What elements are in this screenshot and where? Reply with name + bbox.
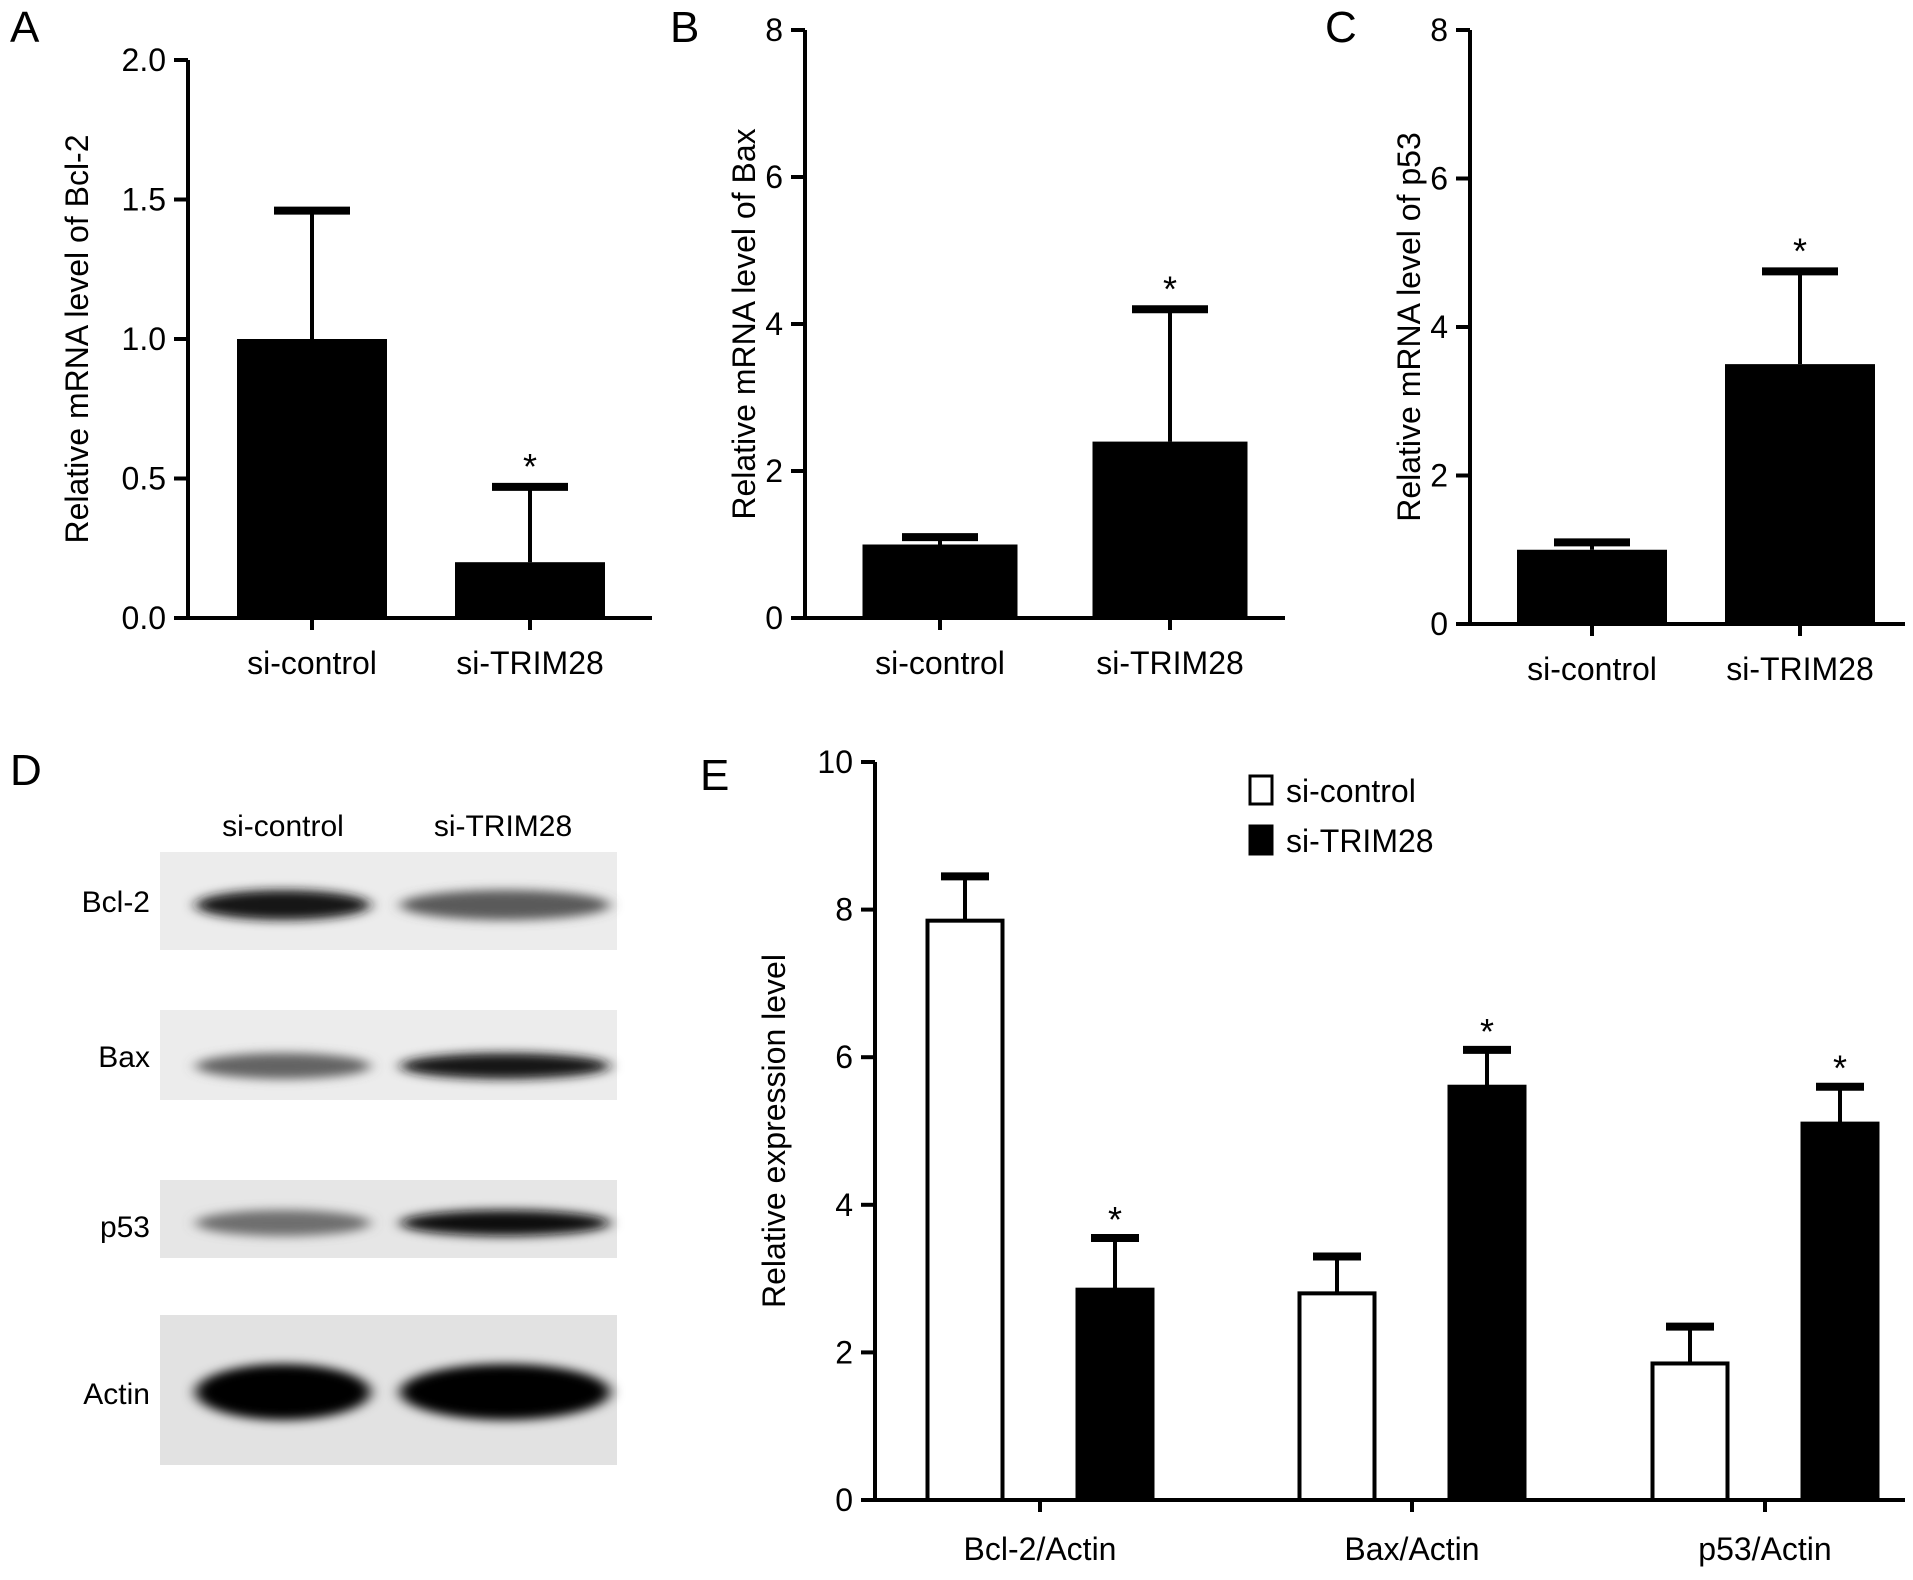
lane-label-si-control: si-control [222, 810, 344, 843]
panel-letter-e: E [700, 751, 729, 800]
bar [1517, 549, 1667, 624]
x-tick-label: si-control [1527, 651, 1657, 687]
bar-si-control [1297, 1291, 1377, 1502]
y-tick-label: 6 [1430, 161, 1448, 197]
blot-label-p53: p53 [100, 1211, 150, 1244]
y-tick-label: 0 [835, 1482, 853, 1518]
y-axis-title: Relative mRNA level of Bax [726, 128, 762, 519]
blot-row-actin: Actin [83, 1315, 617, 1465]
legend-swatch [1248, 824, 1274, 856]
significance-marker: * [1163, 268, 1177, 309]
x-tick-label: Bcl-2/Actin [964, 1531, 1117, 1567]
y-tick-label: 8 [765, 12, 783, 48]
bar [237, 339, 387, 618]
lane-label-si-trim28: si-TRIM28 [434, 810, 572, 843]
x-tick-label: si-TRIM28 [456, 645, 604, 681]
y-tick-label: 8 [835, 892, 853, 928]
significance-marker: * [1793, 230, 1807, 271]
y-tick-label: 10 [817, 744, 853, 780]
blot-band [195, 890, 371, 920]
bar-si-trim28 [1075, 1287, 1155, 1503]
x-tick-label: si-TRIM28 [1726, 651, 1874, 687]
y-tick-label: 6 [835, 1039, 853, 1075]
panel-letter-a: A [10, 3, 40, 52]
bar [455, 562, 605, 618]
panel-letter-c: C [1325, 3, 1357, 52]
bar-si-trim28 [1447, 1084, 1527, 1502]
panel-letter-d: D [10, 746, 42, 795]
y-axis-title: Relative mRNA level of p53 [1391, 132, 1427, 522]
blot-label-bcl2: Bcl-2 [82, 886, 150, 919]
blot-row-p53: p53 [100, 1180, 617, 1258]
blot-label-bax: Bax [98, 1041, 150, 1074]
y-tick-label: 2 [1430, 458, 1448, 494]
y-tick-label: 2 [765, 453, 783, 489]
panel-letter-b: B [670, 3, 699, 52]
x-tick-label: si-control [247, 645, 377, 681]
y-tick-label: 1.5 [122, 182, 166, 218]
western-blot: si-control si-TRIM28 Bcl-2 Bax p53 Actin [82, 810, 617, 1465]
y-axis-title: Relative expression level [756, 954, 792, 1308]
blot-band [195, 1364, 371, 1420]
significance-marker: * [523, 446, 537, 487]
legend-label: si-TRIM28 [1286, 823, 1434, 859]
y-tick-label: 0.0 [122, 600, 166, 636]
chart-c-p53-mrna: 0 2 4 6 8 Relative mRNA level of p53 si-contro… [1391, 12, 1905, 687]
legend-swatch [1248, 774, 1274, 806]
y-tick-label: 1.0 [122, 321, 166, 357]
chart-e-relative-expression: 0 2 4 6 8 10 Relative expression level * Bcl-2/A… [756, 744, 1905, 1567]
significance-marker: * [1108, 1199, 1122, 1240]
x-tick-label: si-control [875, 645, 1005, 681]
y-tick-label: 2.0 [122, 42, 166, 78]
chart-b-bax-mrna: 0 2 4 6 8 Relative mRNA level of Bax si-contro… [726, 12, 1285, 681]
bar-si-control [925, 918, 1005, 1502]
x-tick-label: p53/Actin [1698, 1531, 1831, 1567]
significance-marker: * [1480, 1011, 1494, 1052]
bar [1092, 441, 1248, 618]
blot-band [400, 890, 610, 920]
x-tick-label: si-TRIM28 [1096, 645, 1244, 681]
blot-label-actin: Actin [83, 1378, 150, 1411]
legend-label: si-control [1286, 773, 1416, 809]
chart-a-bcl2-mrna: 0.0 0.5 1.0 1.5 2.0 Relative mRNA level of Bc… [59, 42, 652, 681]
blot-band [195, 1210, 371, 1236]
bar-si-control [1650, 1361, 1730, 1502]
bar [1725, 364, 1875, 624]
y-tick-label: 4 [835, 1187, 853, 1223]
bar [862, 544, 1018, 618]
blot-band [400, 1053, 610, 1079]
bar-si-trim28 [1800, 1121, 1880, 1502]
blot-band [400, 1364, 610, 1420]
y-tick-label: 0 [1430, 606, 1448, 642]
y-axis-title: Relative mRNA level of Bcl-2 [59, 134, 95, 543]
blot-row-bcl2: Bcl-2 [82, 852, 617, 950]
significance-marker: * [1833, 1048, 1847, 1089]
y-tick-label: 4 [1430, 309, 1448, 345]
blot-band [400, 1210, 610, 1236]
y-tick-label: 2 [835, 1334, 853, 1370]
y-tick-label: 4 [765, 306, 783, 342]
x-tick-label: Bax/Actin [1344, 1531, 1479, 1567]
blot-band [195, 1053, 371, 1079]
y-tick-label: 8 [1430, 12, 1448, 48]
y-tick-label: 0.5 [122, 461, 166, 497]
blot-row-bax: Bax [98, 1010, 617, 1100]
y-tick-label: 0 [765, 600, 783, 636]
y-tick-label: 6 [765, 159, 783, 195]
